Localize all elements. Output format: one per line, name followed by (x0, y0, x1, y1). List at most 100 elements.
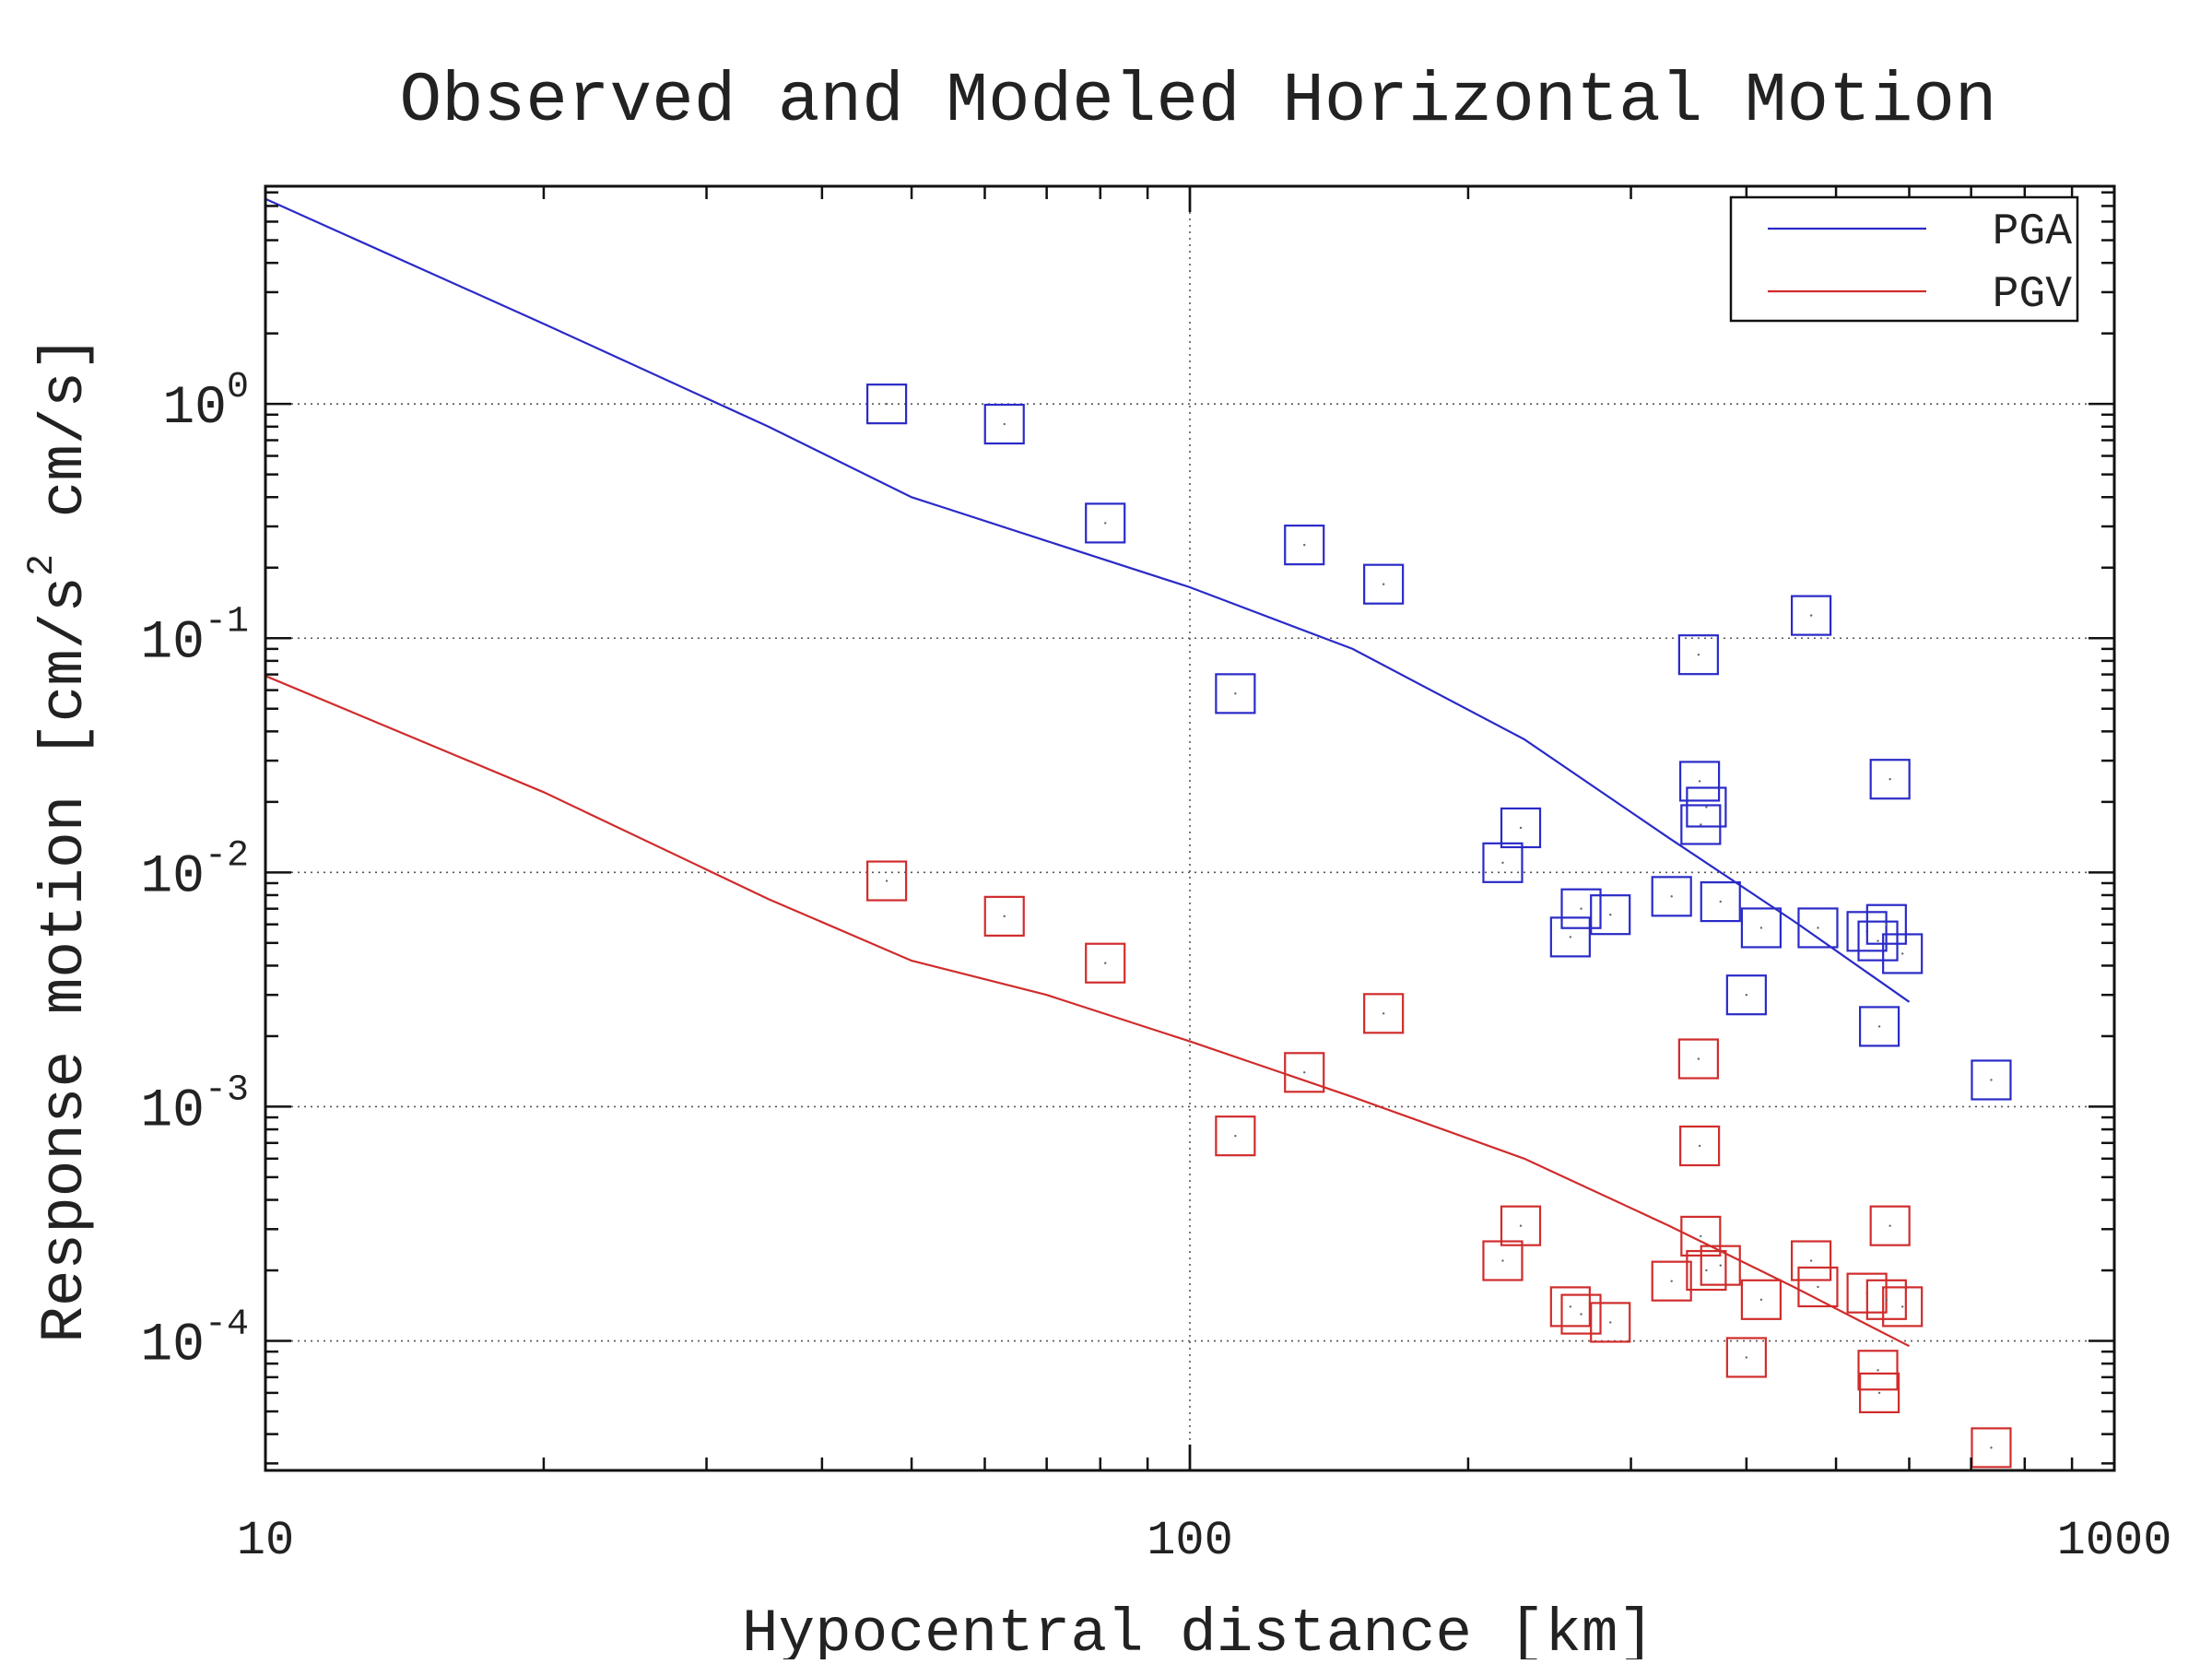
pgv-observed-center (1234, 1134, 1237, 1138)
chart-title: Observed and Modeled Horizontal Motion (399, 62, 1996, 141)
pgv-observed-center (1104, 962, 1107, 964)
pga-observed-point (1700, 880, 1741, 923)
y-tick-label: 10-4 (140, 1304, 249, 1376)
pga-observed-center (1990, 1079, 1993, 1081)
axes: 10 100 1000 100 10-1 10-2 10-3 10-4 (140, 184, 2171, 1568)
pga-observed-point (1869, 759, 1911, 800)
y-axis-label: Response motion [cm/s2 cm/s] (22, 335, 100, 1342)
pga-observed-center (1900, 952, 1904, 955)
pga-observed-point (1363, 563, 1405, 605)
pga-observed-center (1700, 823, 1702, 826)
pgv-observed-center (1501, 1259, 1504, 1262)
pga-observed-center (1569, 936, 1572, 938)
pgv-observed-center (1809, 1259, 1813, 1262)
y-tick-label: 10-3 (140, 1069, 249, 1141)
pga-observed-center (1580, 907, 1583, 910)
pga-observed-center (1104, 522, 1107, 525)
pga-observed-center (885, 402, 888, 406)
pgv-observed-center (1670, 1280, 1673, 1282)
pga-observed-point (1725, 974, 1767, 1016)
pga-observed-center (1003, 422, 1006, 426)
pgv-observed-center (1759, 1298, 1763, 1301)
pgv-observed-center (1885, 1298, 1888, 1301)
grid (265, 186, 2114, 1470)
pgv-observed-point (1797, 1266, 1839, 1308)
pgv-observed-point (1882, 1286, 1924, 1328)
pga-observed-point (866, 384, 908, 425)
pga-observed-point (983, 403, 1025, 445)
pgv-observed-point (866, 860, 908, 902)
pgv-observed-point (1858, 1372, 1900, 1413)
pga-observed-center (1809, 614, 1813, 617)
pgv-observed-point (1651, 1260, 1692, 1302)
pgv-observed-point (1363, 993, 1405, 1034)
pgv-observed-point (1971, 1427, 2012, 1469)
pga-observed-point (1560, 888, 1602, 929)
pga-observed-point (1858, 1006, 1900, 1047)
pgv-observed-point (1284, 1052, 1325, 1093)
pgv-observed-center (1900, 1305, 1904, 1308)
pga-observed-point (1085, 502, 1126, 544)
pga-observed-point (1482, 842, 1524, 883)
pgv-observed-point (1869, 1205, 1911, 1246)
pgv-observed-point (1215, 1115, 1256, 1157)
pga-observed-center (1501, 861, 1504, 865)
pga-observed-point (1500, 807, 1542, 849)
pga-observed-center (1885, 923, 1888, 926)
pgv-observed-center (1877, 1369, 1879, 1372)
pgv-observed-center (1705, 1269, 1708, 1272)
pgv-observed-point (1857, 1350, 1899, 1391)
y-tick-label: 10-1 (140, 601, 249, 673)
pga-observed-center (1705, 806, 1708, 808)
legend-label-pgv: PGV (1993, 270, 2073, 320)
pgv-observed-point (1700, 1245, 1741, 1286)
pga-observed-point (1797, 907, 1839, 949)
pgv-observed-center (1990, 1446, 1993, 1449)
pgv-observed-center (1003, 915, 1006, 918)
x-axis-label: Hypocentral distance [km] (742, 1599, 1654, 1659)
pga-observed-point (1740, 907, 1783, 949)
pga-observed-point (1679, 761, 1721, 802)
y-tick-label: 100 (162, 367, 249, 439)
pga-observed-point (1284, 525, 1325, 566)
pgv-observed-point (1560, 1293, 1602, 1335)
legend-box (1729, 195, 2079, 323)
pga-observed-point (1549, 916, 1591, 958)
pga-observed-point (1865, 903, 1907, 945)
pgv-observed-point (1085, 942, 1126, 984)
pgv-observed-center (1719, 1264, 1722, 1267)
legend-label-pga: PGA (1993, 207, 2073, 257)
pga-observed-center (1888, 778, 1891, 781)
pgv-observed-center (1877, 1391, 1881, 1395)
pga-observed-point (1651, 876, 1692, 917)
pga-observed-center (1745, 994, 1748, 997)
pgv-observed-point (1677, 1038, 1719, 1080)
pga-observed-center (1877, 939, 1879, 942)
pgv-observed-center (1697, 1057, 1700, 1060)
pga-model-line (265, 197, 1911, 1003)
pgv-observed-center (1888, 1224, 1891, 1227)
pga-observed-point (1791, 595, 1832, 636)
pgv-observed-point (1679, 1125, 1721, 1167)
pgv-observed-point (1686, 1249, 1727, 1292)
x-tick-label: 10 (237, 1514, 294, 1568)
pga-observed-center (1234, 692, 1237, 695)
pga-observed-point (1686, 786, 1727, 828)
pgv-observed-center (885, 879, 888, 882)
pgv-observed-point (1590, 1302, 1631, 1343)
pgv-observed-center (1382, 1012, 1385, 1015)
pga-observed-center (1697, 653, 1700, 656)
pga-observed-center (1609, 913, 1612, 916)
pga-observed-center (1719, 900, 1722, 903)
pga-observed-point (1971, 1059, 2012, 1101)
pgv-observed-point (1482, 1240, 1524, 1281)
pgv-observed-center (1519, 1224, 1523, 1227)
pga-observed-center (1519, 826, 1523, 830)
pgv-observed-point (983, 895, 1025, 937)
pga-observed-center (1877, 1025, 1881, 1028)
pgv-observed-center (1580, 1313, 1583, 1316)
pgv-observed-center (1698, 1144, 1701, 1148)
pgv-observed-center (1609, 1321, 1612, 1324)
